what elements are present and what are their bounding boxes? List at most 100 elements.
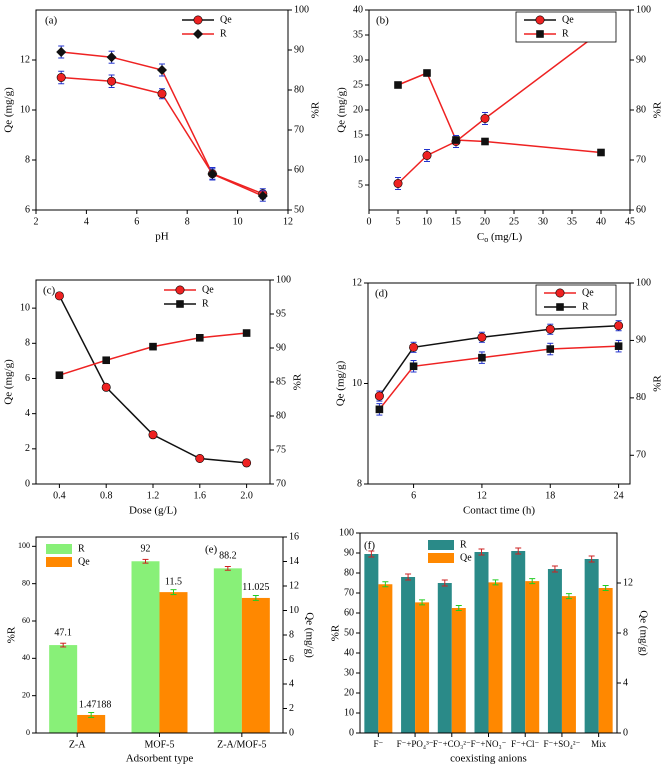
legend-entry-qe: Qe bbox=[562, 14, 574, 25]
y-right-axis-label: %R bbox=[292, 373, 304, 390]
x-tick-label: F⁻+PO₄³⁻ bbox=[397, 739, 434, 749]
x-tick-label: 12 bbox=[283, 216, 293, 227]
legend-entry-r: R bbox=[220, 28, 227, 39]
error-bar bbox=[441, 579, 448, 587]
data-point-qe bbox=[107, 76, 117, 86]
error-bar bbox=[478, 548, 485, 556]
data-point-r bbox=[394, 81, 402, 89]
x-axis-label: coexisting anions bbox=[450, 753, 527, 765]
x-tick-label: 24 bbox=[614, 490, 624, 501]
x-tick-label: 6 bbox=[134, 216, 139, 227]
y-left-tick-label: 30 bbox=[353, 54, 363, 65]
data-label-r: 47.1 bbox=[54, 627, 72, 638]
data-point-r bbox=[56, 47, 67, 57]
y-right-tick-label: 70 bbox=[294, 124, 304, 135]
data-point-r bbox=[257, 191, 268, 201]
error-bar bbox=[551, 565, 558, 573]
x-tick-label: 12 bbox=[477, 490, 487, 501]
x-tick-label: 18 bbox=[545, 490, 555, 501]
data-point-r bbox=[106, 52, 117, 63]
data-point-qe bbox=[409, 342, 419, 352]
y-right-tick-label: 14 bbox=[289, 556, 299, 567]
y-right-axis-label: Qe (mg/g) bbox=[303, 612, 315, 658]
data-point-r bbox=[196, 334, 204, 342]
bar-r bbox=[584, 559, 599, 733]
y-left-tick-label: 5 bbox=[358, 179, 363, 190]
y-left-axis-label: Qe (mg/g) bbox=[3, 359, 15, 405]
x-tick-label: MOF-5 bbox=[144, 739, 174, 750]
panel-label: (c) bbox=[43, 285, 56, 297]
error-bar bbox=[224, 565, 231, 571]
error-bar bbox=[405, 573, 412, 581]
x-tick-label: F⁻+NO₃⁻ bbox=[471, 739, 507, 749]
y-left-tick-label: 10 bbox=[352, 378, 362, 389]
x-tick-label: 20 bbox=[480, 216, 490, 227]
series-line-r bbox=[59, 332, 247, 376]
x-tick-label: F⁻ bbox=[373, 739, 383, 749]
data-point-r bbox=[452, 136, 460, 144]
panel-b: 0 5 10 15 20 25 30 35 40 45 5 10 15 20 25 30 35 40 60 70 80 9… bbox=[336, 4, 662, 244]
y-right-tick-label: 60 bbox=[636, 204, 646, 215]
y-left-tick-label: 30 bbox=[344, 667, 354, 678]
y-left-tick-label: 0 bbox=[349, 727, 354, 738]
y-right-tick-label: 75 bbox=[276, 444, 286, 455]
bar-r bbox=[474, 552, 489, 733]
legend: R Qe bbox=[428, 539, 472, 563]
x-tick-label: 25 bbox=[509, 216, 519, 227]
y-left-tick-label: 20 bbox=[353, 104, 363, 115]
data-point-r bbox=[409, 362, 418, 371]
y-right-tick-label: 70 bbox=[636, 154, 646, 165]
y-left-tick-label: 0 bbox=[25, 478, 30, 489]
legend-marker-r bbox=[193, 29, 203, 39]
y-left-axis-label: Qe (mg/g) bbox=[3, 87, 15, 133]
x-tick-label: 0 bbox=[367, 216, 372, 227]
data-point-r bbox=[207, 169, 218, 179]
bar-r bbox=[437, 583, 452, 733]
x-tick-label: 10 bbox=[422, 216, 432, 227]
y-left-tick-label: 40 bbox=[353, 4, 363, 15]
bar-r bbox=[547, 569, 562, 733]
y-left-tick-label: 100 bbox=[18, 541, 30, 550]
y-left-tick-label: 10 bbox=[353, 154, 363, 165]
legend-box bbox=[535, 284, 617, 316]
x-tick-label: 2.0 bbox=[240, 490, 253, 501]
x-tick-label: 35 bbox=[567, 216, 577, 227]
y-left-tick-label: 10 bbox=[20, 302, 30, 313]
x-tick-label: 5 bbox=[396, 216, 401, 227]
y-right-tick-label: 16 bbox=[289, 531, 299, 542]
error-bar bbox=[565, 593, 572, 600]
y-right-axis-label: Qe (mg/g) bbox=[637, 610, 649, 656]
y-right-tick-label: 90 bbox=[276, 342, 286, 353]
bar-qe bbox=[488, 582, 503, 733]
y-left-axis-label: Qe (mg/g) bbox=[336, 87, 348, 133]
error-bar bbox=[455, 605, 462, 611]
data-point-qe bbox=[54, 291, 64, 301]
panel-f: F⁻ F⁻+PO₄³⁻ F⁻+CO₃²⁻ F⁻+NO₃⁻ F⁻+Cl⁻ F⁻+SO₄²⁻ M… bbox=[330, 527, 650, 764]
x-tick-label: F⁻+CO₃²⁻ bbox=[433, 739, 471, 749]
bar-qe bbox=[451, 608, 466, 733]
x-axis-label: Adsorbent type bbox=[126, 753, 194, 765]
y-left-tick-label: 6 bbox=[25, 204, 30, 215]
data-point-qe bbox=[195, 453, 205, 463]
y-left-tick-label: 12 bbox=[20, 54, 30, 65]
x-tick-label: 40 bbox=[596, 216, 606, 227]
legend-marker-r bbox=[556, 303, 564, 311]
data-point-r bbox=[597, 148, 605, 157]
panel-c: 0.4 0.8 1.2 1.6 2.0 0 2 4 6 8 10 70 75 80 85 90 95 100 Dos… bbox=[3, 274, 304, 516]
y-left-tick-label: 2 bbox=[25, 443, 30, 454]
y-left-tick-label: 35 bbox=[353, 29, 363, 40]
y-left-tick-label: 25 bbox=[353, 79, 363, 90]
y-left-tick-label: 80 bbox=[344, 567, 354, 578]
y-right-tick-label: 85 bbox=[276, 376, 286, 387]
data-point-r bbox=[102, 356, 110, 365]
data-point-r bbox=[546, 345, 555, 353]
y-right-tick-label: 80 bbox=[276, 410, 286, 421]
bar-r bbox=[49, 645, 78, 733]
y-right-tick-label: 8 bbox=[623, 627, 628, 638]
series-line-qe bbox=[397, 30, 602, 185]
y-left-tick-label: 100 bbox=[339, 527, 354, 538]
data-point-qe bbox=[477, 332, 487, 342]
legend-swatch-qe bbox=[428, 553, 454, 563]
error-bar bbox=[252, 594, 259, 601]
